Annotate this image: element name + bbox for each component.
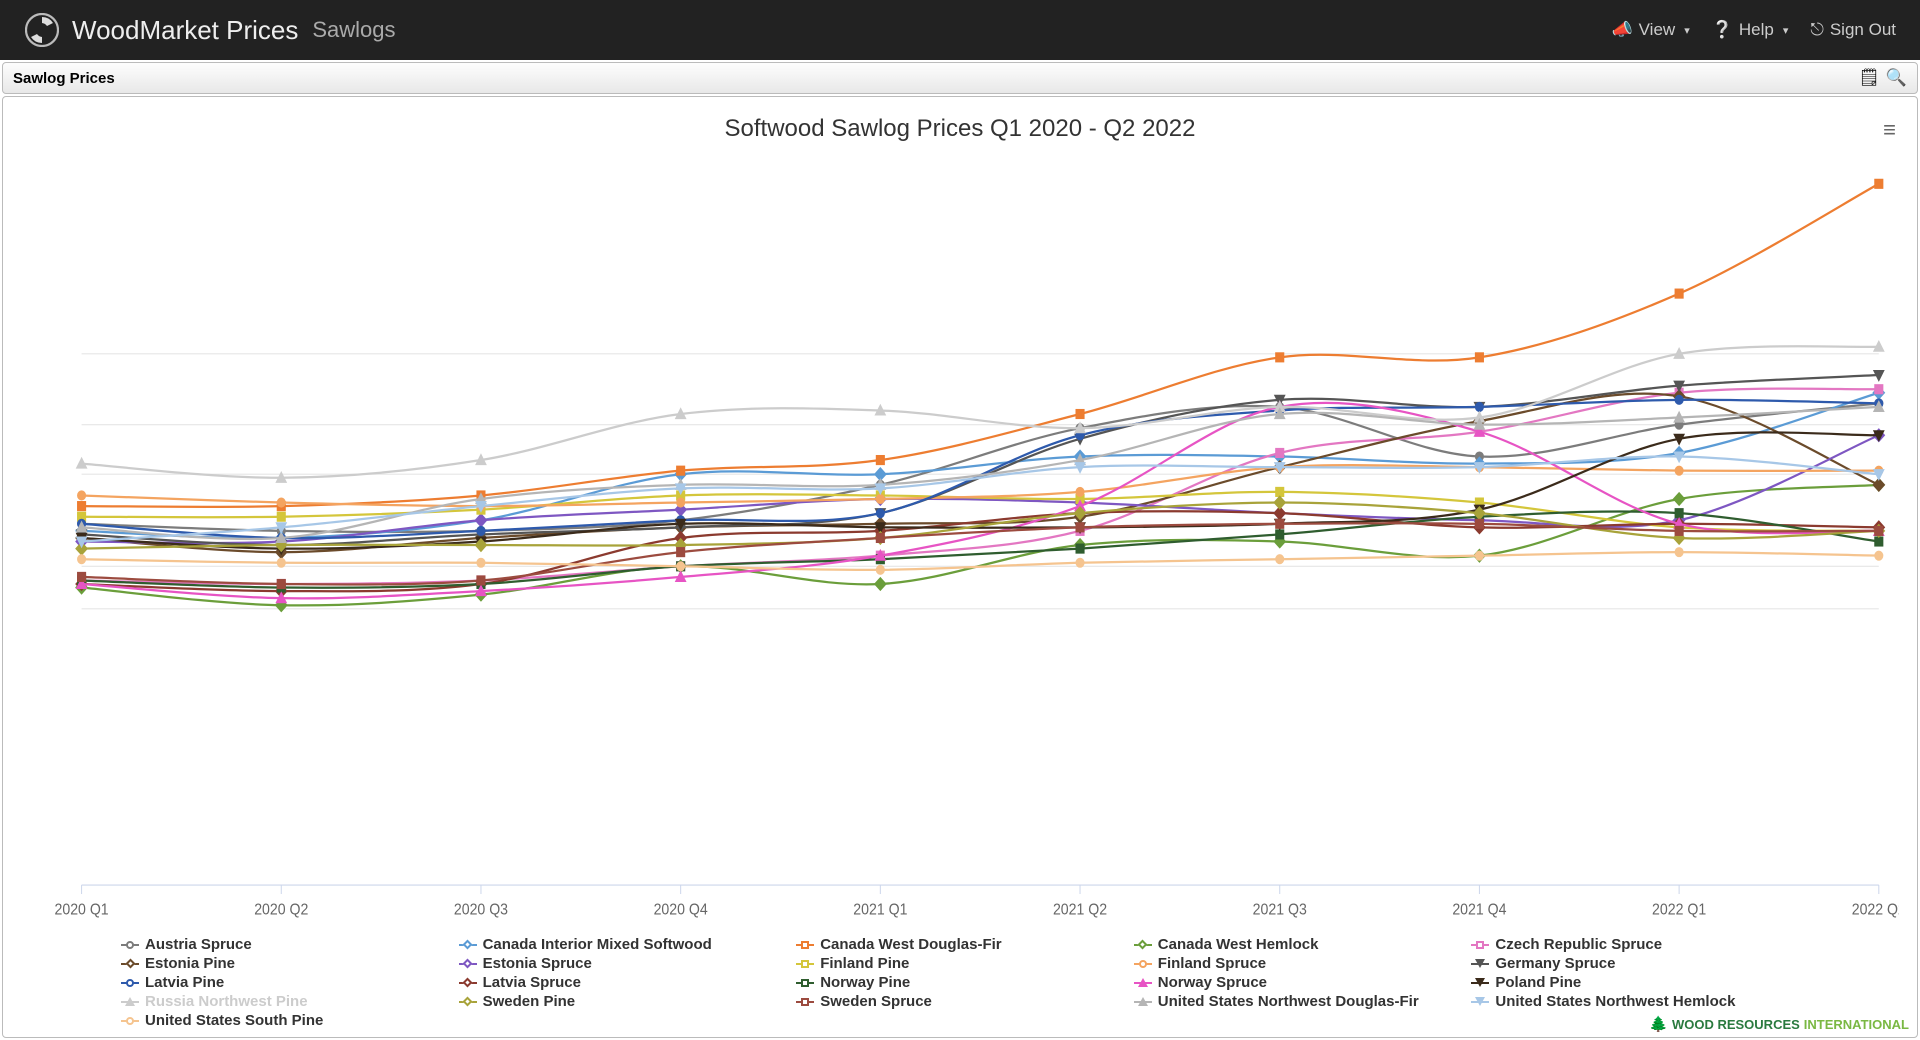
svg-text:2021 Q4: 2021 Q4 — [1452, 901, 1506, 919]
footer-brand: 🌲 WOOD RESOURCES INTERNATIONAL — [1649, 1015, 1909, 1033]
svg-text:2021 Q2: 2021 Q2 — [1053, 901, 1107, 919]
legend-item[interactable]: Austria Spruce — [121, 936, 449, 953]
footer-word2: INTERNATIONAL — [1804, 1017, 1909, 1032]
chart-title: Softwood Sawlog Prices Q1 2020 - Q2 2022 — [21, 115, 1899, 143]
svg-text:2022 Q1: 2022 Q1 — [1652, 901, 1706, 919]
footer-word1: WOOD RESOURCES — [1672, 1017, 1800, 1032]
chart-svg: 2020 Q1 2020 Q2 2020 Q3 2020 Q4 2021 Q1 2021 … — [21, 143, 1899, 930]
legend-item[interactable]: United States Northwest Hemlock — [1471, 993, 1799, 1010]
list-view-icon[interactable]: 🗒 — [1858, 68, 1880, 88]
legend-item[interactable]: Norway Pine — [796, 974, 1124, 991]
legend-item[interactable]: Latvia Pine — [121, 974, 449, 991]
signout-button[interactable]: ⎋ Sign Out — [1810, 20, 1896, 40]
signout-label: Sign Out — [1830, 20, 1896, 40]
svg-text:2022 Q2: 2022 Q2 — [1852, 901, 1899, 919]
view-label: View — [1639, 20, 1676, 40]
tree-icon: 🌲 — [1649, 1015, 1668, 1033]
help-icon: ❔ — [1712, 20, 1733, 40]
legend-item[interactable]: Sweden Spruce — [796, 993, 1124, 1010]
legend-item[interactable]: Canada West Douglas-Fir — [796, 936, 1124, 953]
legend-item[interactable]: Norway Spruce — [1134, 974, 1462, 991]
chart-panel: Softwood Sawlog Prices Q1 2020 - Q2 2022… — [2, 96, 1918, 1038]
svg-text:2020 Q4: 2020 Q4 — [654, 901, 708, 919]
broadcast-icon: 📣 — [1611, 20, 1632, 40]
chart-legend: Austria Spruce Canada Interior Mixed Soft… — [21, 930, 1899, 1033]
legend-item[interactable]: Estonia Pine — [121, 955, 449, 972]
svg-text:2020 Q1: 2020 Q1 — [55, 901, 109, 919]
legend-item[interactable]: Germany Spruce — [1471, 955, 1799, 972]
panel-title: Sawlog Prices — [13, 70, 115, 87]
svg-text:2021 Q3: 2021 Q3 — [1253, 901, 1307, 919]
help-menu[interactable]: ❔ Help — [1712, 20, 1789, 40]
legend-item[interactable]: Poland Pine — [1471, 974, 1799, 991]
chart-plot-area: 2020 Q1 2020 Q2 2020 Q3 2020 Q4 2021 Q1 2021 … — [21, 143, 1899, 930]
brand-section: Sawlogs — [312, 17, 395, 43]
search-icon[interactable]: 🔍 — [1886, 68, 1907, 88]
legend-item[interactable]: United States Northwest Douglas-Fir — [1134, 993, 1462, 1010]
signout-icon: ⎋ — [1810, 20, 1823, 40]
legend-item[interactable]: Finland Pine — [796, 955, 1124, 972]
legend-item[interactable]: Czech Republic Spruce — [1471, 936, 1799, 953]
legend-item[interactable]: Sweden Pine — [459, 993, 787, 1010]
legend-item[interactable]: Latvia Spruce — [459, 974, 787, 991]
help-label: Help — [1739, 20, 1774, 40]
legend-item[interactable]: United States South Pine — [121, 1012, 449, 1029]
svg-text:2021 Q1: 2021 Q1 — [853, 901, 907, 919]
panel-header: Sawlog Prices 🗒 🔍 — [2, 62, 1918, 94]
svg-text:2020 Q2: 2020 Q2 — [254, 901, 308, 919]
view-menu[interactable]: 📣 View — [1611, 20, 1689, 40]
legend-item[interactable]: Russia Northwest Pine — [121, 993, 449, 1010]
svg-text:2020 Q3: 2020 Q3 — [454, 901, 508, 919]
brand-logo-icon — [24, 12, 60, 48]
legend-item[interactable]: Finland Spruce — [1134, 955, 1462, 972]
topbar: WoodMarket Prices Sawlogs 📣 View ❔ Help … — [0, 0, 1920, 60]
chart-context-menu-icon[interactable]: ≡ — [1883, 117, 1895, 143]
legend-item[interactable]: Canada Interior Mixed Softwood — [459, 936, 787, 953]
brand-name: WoodMarket Prices — [72, 15, 298, 46]
legend-item[interactable]: Estonia Spruce — [459, 955, 787, 972]
legend-item[interactable]: Canada West Hemlock — [1134, 936, 1462, 953]
